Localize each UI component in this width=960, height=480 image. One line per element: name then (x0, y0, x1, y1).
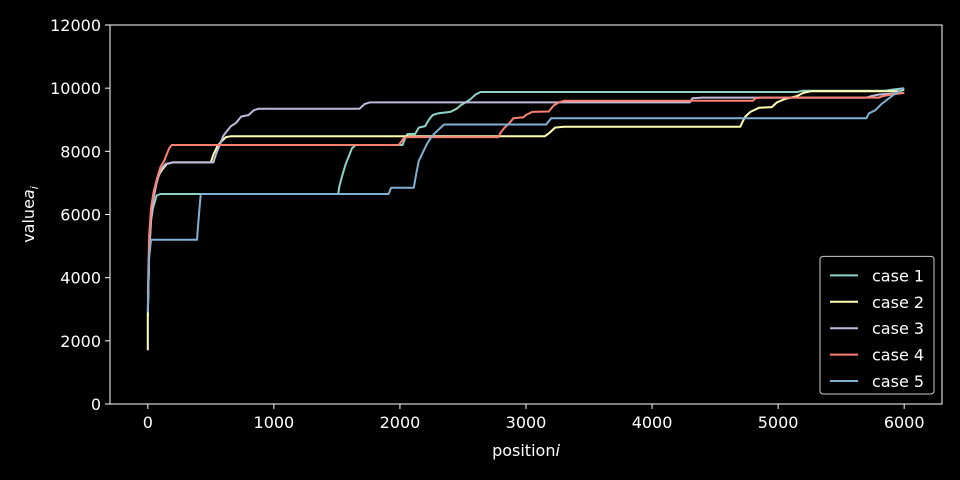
y-tick-label: 12000 (50, 16, 101, 35)
legend: case 1 case 2 case 3 case 4 case 5 (819, 255, 935, 395)
y-axis-label-text: value (19, 199, 38, 243)
legend-box (819, 255, 935, 395)
x-tick-label: 2000 (380, 413, 421, 432)
x-tick-label: 5000 (758, 413, 799, 432)
x-axis-label: positioni (492, 441, 560, 460)
x-tick-label: 0 (143, 413, 153, 432)
x-tick-label: 3000 (506, 413, 547, 432)
y-tick-label: 8000 (60, 142, 101, 161)
y-axis: 0 2000 4000 6000 8000 10000 12000 (50, 16, 110, 414)
y-tick-label: 2000 (60, 332, 101, 351)
y-tick-label: 6000 (60, 206, 101, 225)
y-tick-label: 0 (91, 395, 101, 414)
series-line-case-4 (146, 91, 905, 294)
y-axis-label: valueai (19, 186, 41, 243)
x-axis-label-text: position (492, 441, 555, 460)
legend-label: case 1 (872, 266, 924, 285)
legend-label: case 2 (872, 293, 924, 312)
x-tick-label: 1000 (254, 413, 295, 432)
x-axis-label-variable: i (555, 441, 560, 460)
x-tick-label: 6000 (884, 413, 925, 432)
y-tick-label: 4000 (60, 269, 101, 288)
y-axis-label-subscript: i (28, 186, 41, 189)
y-tick-label: 10000 (50, 79, 101, 98)
series-line-case-1 (146, 87, 905, 316)
legend-label: case 3 (872, 319, 924, 338)
legend-label: case 5 (872, 372, 924, 391)
x-tick-label: 4000 (632, 413, 673, 432)
series-line-case-5 (146, 87, 905, 313)
x-axis: 0 1000 2000 3000 4000 5000 6000 (143, 404, 925, 432)
y-axis-label-variable: a (19, 189, 38, 199)
legend-label: case 4 (872, 346, 924, 365)
